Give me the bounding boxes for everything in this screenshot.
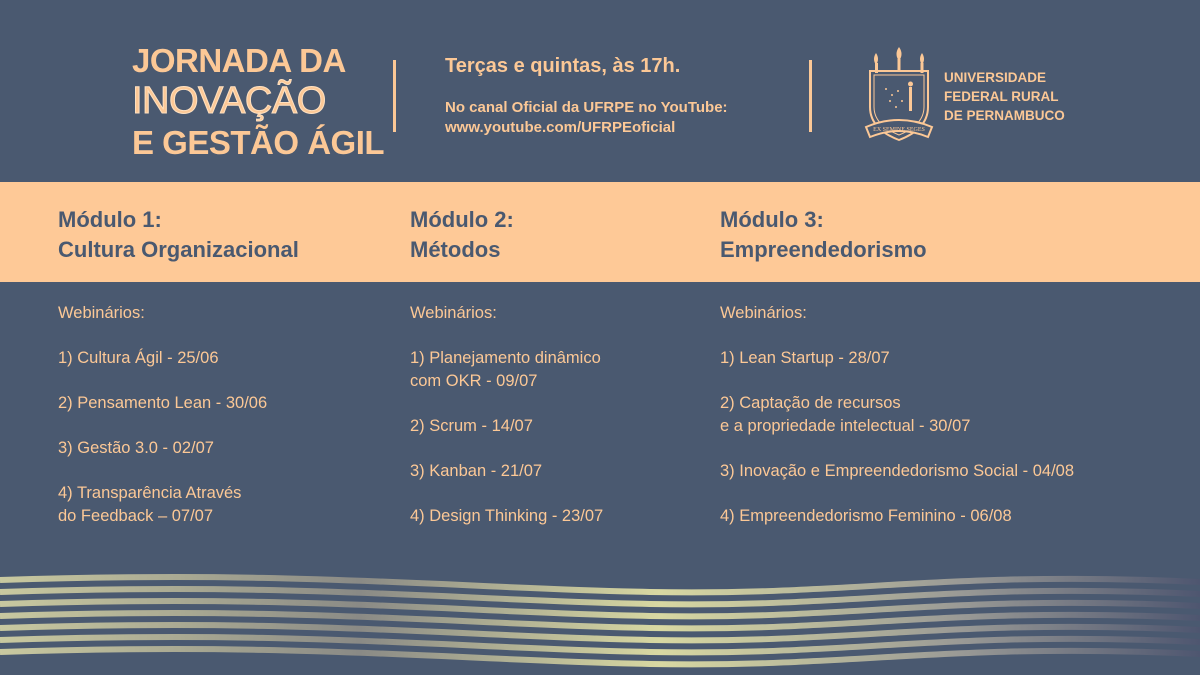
webinar-item: 3) Gestão 3.0 - 02/07 (58, 439, 214, 457)
modules-header-band (0, 182, 1200, 282)
webinar-item: 3) Kanban - 21/07 (410, 461, 543, 480)
university-name: UNIVERSIDADE FEDERAL RURAL DE PERNAMBUCO (944, 68, 1065, 125)
webinar-item: 1) Planejamento dinâmico com OKR - 09/07 (410, 349, 601, 390)
module-2-webinars: Webinários: 1) Planejamento dinâmico com … (410, 302, 603, 550)
wave-pattern-decoration (0, 574, 1200, 668)
wave-line (0, 598, 1200, 620)
divider (809, 60, 812, 132)
ufrpe-seal-logo: EX SEMINE SEGES (864, 47, 934, 142)
module-1-webinars: Webinários: 1) Cultura Ágil - 25/06 2) Pen… (58, 302, 267, 550)
module-1-heading: Módulo 1: Cultura Organizacional (58, 205, 299, 265)
title-line-2: INOVAÇÃO (131, 80, 326, 122)
module-3-webinars: Webinários: 1) Lean Startup - 28/07 2) Cap… (720, 302, 1074, 550)
webinar-item: 4) Transparência Através do Feedback – 0… (58, 484, 242, 525)
title-line-1: JORNADA DA (132, 42, 346, 79)
wave-line (0, 574, 1200, 596)
module-title: Módulo 1: (58, 207, 162, 232)
webinar-item: 2) Pensamento Lean - 30/06 (58, 394, 268, 412)
module-subtitle: Empreendedorismo (720, 237, 927, 262)
wave-line (0, 586, 1200, 608)
event-title: JORNADA DA INOVAÇÃO E GESTÃO ÁGIL (131, 40, 385, 163)
wave-line (0, 610, 1200, 632)
title-line-3: E GESTÃO ÁGIL (132, 124, 385, 161)
divider (393, 60, 396, 132)
webinar-item: 1) Cultura Ágil - 25/06 (58, 349, 219, 367)
university-line: DE PERNAMBUCO (944, 108, 1065, 123)
module-title: Módulo 2: (410, 207, 514, 232)
module-subtitle: Métodos (410, 237, 501, 262)
wave-line (0, 634, 1200, 656)
schedule-text: Terças e quintas, às 17h. (445, 55, 681, 77)
webinars-label: Webinários: (58, 304, 145, 322)
module-3-heading: Módulo 3: Empreendedorismo (720, 205, 927, 265)
channel-label: No canal Oficial da UFRPE no YouTube: (445, 99, 728, 116)
webinar-item: 4) Empreendedorismo Feminino - 06/08 (720, 506, 1012, 525)
wave-line (0, 646, 1200, 668)
module-title: Módulo 3: (720, 207, 824, 232)
wave-line (0, 622, 1200, 644)
module-subtitle: Cultura Organizacional (58, 237, 299, 262)
webinar-item: 3) Inovação e Empreendedorismo Social - … (720, 461, 1075, 480)
module-2-heading: Módulo 2: Métodos (410, 205, 514, 265)
svg-text:EX SEMINE SEGES: EX SEMINE SEGES (873, 127, 925, 133)
webinar-item: 1) Lean Startup - 28/07 (720, 349, 890, 367)
webinars-label: Webinários: (410, 304, 497, 322)
webinar-item: 2) Captação de recursos e a propriedade … (720, 394, 971, 435)
university-line: FEDERAL RURAL (944, 89, 1059, 104)
channel-info: No canal Oficial da UFRPE no YouTube: ww… (445, 98, 728, 138)
webinar-item: 4) Design Thinking - 23/07 (410, 506, 604, 525)
channel-url: www.youtube.com/UFRPEoficial (445, 119, 676, 136)
webinars-label: Webinários: (720, 304, 807, 322)
university-line: UNIVERSIDADE (944, 70, 1047, 85)
webinar-item: 2) Scrum - 14/07 (410, 416, 533, 435)
